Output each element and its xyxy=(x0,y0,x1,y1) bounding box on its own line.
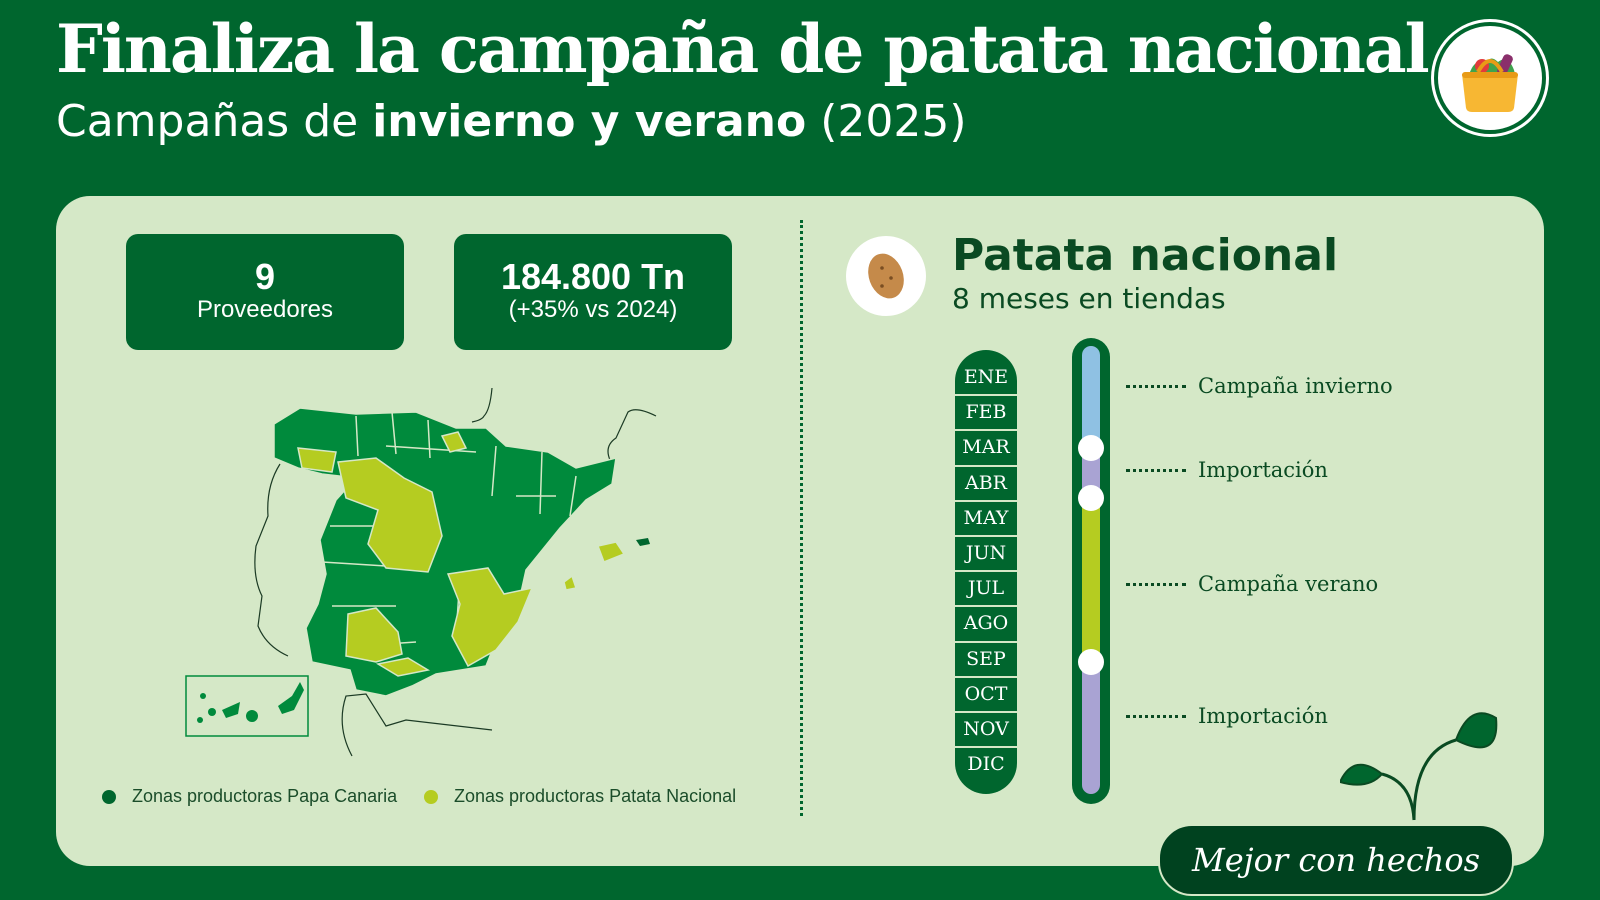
legend-dot xyxy=(424,789,438,804)
basket-logo-icon xyxy=(1434,22,1546,134)
subtitle-bold: invierno y verano xyxy=(372,96,807,147)
page-subtitle: Campañas de invierno y verano (2025) xyxy=(56,96,967,147)
spain-production-map xyxy=(185,387,657,757)
month-separator xyxy=(955,711,1017,713)
coastline-outline xyxy=(254,387,657,757)
product-subtitle: 8 meses en tiendas xyxy=(952,282,1226,315)
segment-winter xyxy=(1082,346,1100,448)
sprout-icon xyxy=(1340,712,1498,821)
month-label-ene: ENE xyxy=(963,366,1009,388)
month-label-mar: MAR xyxy=(962,436,1010,459)
month-separator xyxy=(955,499,1017,502)
timeline-knob xyxy=(1078,485,1104,511)
dotted-connector xyxy=(1126,582,1186,586)
stat-card-suppliers: 9 Proveedores xyxy=(126,234,404,350)
month-label-feb: FEB xyxy=(965,401,1007,424)
month-separator xyxy=(955,429,1017,432)
phase-text: Importación xyxy=(1198,458,1328,482)
month-label-oct: OCT xyxy=(964,682,1008,705)
month-separator xyxy=(955,464,1017,467)
legend-label: Zonas productoras Papa Canaria xyxy=(132,786,398,806)
month-label-sep: SEP xyxy=(966,647,1006,670)
potato-icon xyxy=(846,236,926,316)
month-label-jun: JUN xyxy=(965,542,1007,564)
month-separator xyxy=(955,675,1017,678)
month-separator xyxy=(955,605,1017,608)
phase-text: Importación xyxy=(1198,704,1328,728)
canary-islands-inset xyxy=(185,675,309,737)
month-label-jul: JUL xyxy=(967,577,1005,600)
content-panel: 9 Proveedores 184.800 Tn (+35% vs 2024) xyxy=(56,196,1544,866)
segment-summer xyxy=(1082,502,1100,666)
dotted-divider xyxy=(800,220,803,816)
balearic-islands xyxy=(636,538,650,546)
legend-label: Zonas productoras Patata Nacional xyxy=(454,786,737,806)
subtitle-suffix: (2025) xyxy=(806,96,967,147)
month-separator xyxy=(955,394,1017,397)
page-title: Finaliza la campaña de patata nacional xyxy=(56,10,1430,88)
stat-label: (+35% vs 2024) xyxy=(508,296,678,323)
segment-import-2 xyxy=(1082,666,1100,794)
dotted-connector xyxy=(1126,384,1186,388)
phase-label: Campaña verano xyxy=(1126,572,1378,596)
month-column: ENE FEB MAR ABR MAY JUN JUL AGO SEP OCT NOV DIC xyxy=(955,350,1017,794)
product-title: Patata nacional xyxy=(952,230,1339,281)
month-separator xyxy=(955,570,1017,573)
month-label-dic: DIC xyxy=(967,753,1005,776)
legend-item-nacional: Zonas productoras Patata Nacional xyxy=(424,786,736,807)
timeline-knob xyxy=(1078,649,1104,675)
phase-label: Importación xyxy=(1126,458,1328,482)
stat-label: Proveedores xyxy=(196,296,334,323)
phase-label: Campaña invierno xyxy=(1126,374,1393,398)
legend-item-canaria: Zonas productoras Papa Canaria xyxy=(102,786,397,807)
stat-card-tonnage: 184.800 Tn (+35% vs 2024) xyxy=(454,234,732,350)
month-label-abr: ABR xyxy=(965,471,1007,494)
phase-text: Campaña invierno xyxy=(1198,374,1393,398)
subtitle-prefix: Campañas de xyxy=(56,96,373,147)
phase-label: Importación xyxy=(1126,704,1328,728)
slogan-badge: Mejor con hechos xyxy=(1158,824,1514,896)
month-separator xyxy=(955,535,1017,537)
stat-value: 184.800 Tn xyxy=(500,256,686,297)
region-patata-nacional xyxy=(297,431,626,677)
legend-dot xyxy=(102,789,116,804)
dotted-connector xyxy=(1126,714,1186,718)
month-label-ago: AGO xyxy=(963,612,1009,635)
phase-text: Campaña verano xyxy=(1198,572,1379,596)
month-label-may: MAY xyxy=(963,506,1009,529)
dotted-connector xyxy=(1126,468,1186,472)
month-separator xyxy=(955,746,1017,749)
stat-value: 9 xyxy=(254,256,276,297)
month-label-nov: NOV xyxy=(963,718,1009,740)
month-separator xyxy=(955,640,1017,643)
timeline-knob xyxy=(1078,435,1104,461)
